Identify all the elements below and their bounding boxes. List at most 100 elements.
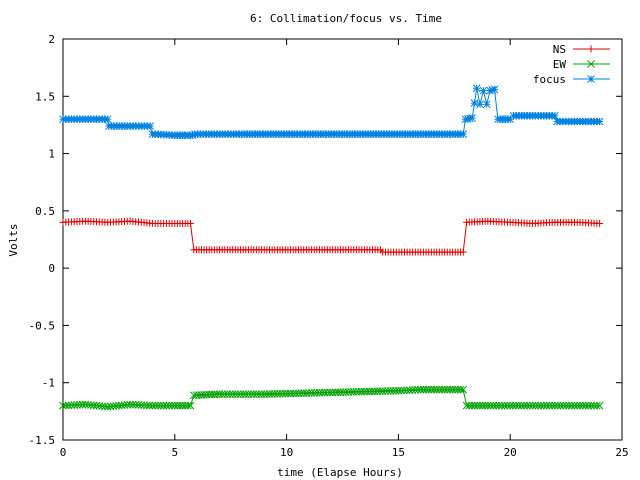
data-point-ew xyxy=(576,401,584,410)
data-point-ew xyxy=(162,401,171,410)
x-tick-label: 10 xyxy=(280,446,293,459)
y-axis-label: Volts xyxy=(7,223,20,256)
data-point-ew xyxy=(570,401,579,410)
data-point-ew xyxy=(537,401,545,410)
data-point-ew xyxy=(590,401,598,410)
data-point-ew xyxy=(592,401,601,410)
data-point-focus xyxy=(459,130,468,138)
data-point-ew xyxy=(539,401,548,410)
data-point-focus xyxy=(146,122,155,130)
data-point-ew xyxy=(459,385,468,394)
data-point-ew xyxy=(148,401,157,410)
legend: NS EW focus xyxy=(533,43,610,86)
data-point-ew xyxy=(145,401,154,410)
y-tick-label: 0.5 xyxy=(35,205,55,218)
data-point-ew xyxy=(528,401,537,410)
x-axis-label: time (Elapse Hours) xyxy=(277,466,403,479)
data-point-ew xyxy=(456,385,465,394)
data-point-ew xyxy=(579,401,587,410)
data-point-ew xyxy=(517,401,526,410)
data-point-focus xyxy=(479,86,488,95)
data-point-ew xyxy=(531,401,540,410)
data-point-ew xyxy=(514,401,523,410)
legend-label-focus: focus xyxy=(533,73,566,86)
data-point-ew xyxy=(545,401,554,410)
data-point-ew xyxy=(511,401,520,410)
data-point-ew xyxy=(584,401,593,410)
x-tick-label: 0 xyxy=(60,446,67,459)
data-point-ew xyxy=(159,401,168,410)
y-axis-ticks: -1.5 -1 -0.5 0 0.5 1 1.5 2 xyxy=(29,33,622,447)
x-tick-label: 25 xyxy=(615,446,628,459)
x-tick-label: 20 xyxy=(504,446,517,459)
y-tick-label: 1.5 xyxy=(35,90,55,103)
series-ns xyxy=(59,217,604,256)
data-point-ew xyxy=(503,401,512,410)
data-point-ew xyxy=(581,401,590,410)
chart-title: 6: Collimation/focus vs. Time xyxy=(250,12,442,25)
data-point-focus xyxy=(470,99,479,108)
data-point-ew xyxy=(534,401,543,410)
legend-label-ew: EW xyxy=(553,58,567,71)
data-point-focus xyxy=(103,115,112,124)
data-point-ew xyxy=(565,401,573,410)
data-point-ew xyxy=(500,401,509,410)
data-point-ew xyxy=(483,401,492,410)
data-point-ew xyxy=(509,401,517,410)
y-tick-label: 2 xyxy=(48,33,55,46)
data-point-ew xyxy=(154,401,162,410)
data-point-ew xyxy=(168,401,176,410)
data-point-focus xyxy=(490,85,499,94)
data-point-ew xyxy=(497,401,506,410)
data-point-ew xyxy=(556,401,565,410)
data-point-ns xyxy=(186,219,194,227)
data-point-ew xyxy=(562,401,570,410)
data-point-ew xyxy=(492,401,501,410)
data-point-ew xyxy=(495,401,503,410)
y-tick-label: 1 xyxy=(48,148,55,161)
data-point-ew xyxy=(548,401,556,410)
y-tick-label: -1 xyxy=(42,377,55,390)
data-point-ew xyxy=(551,401,559,410)
data-point-ew xyxy=(567,401,576,410)
data-point-ns xyxy=(459,248,467,256)
data-point-ew xyxy=(587,401,596,410)
data-point-focus xyxy=(482,100,491,109)
data-point-ew xyxy=(481,401,490,410)
legend-marker-ew xyxy=(587,60,595,68)
data-point-focus xyxy=(468,114,477,122)
y-tick-label: -0.5 xyxy=(29,319,56,332)
x-axis-ticks: 0 5 10 15 20 25 xyxy=(60,39,629,459)
y-tick-label: 0 xyxy=(48,262,55,275)
data-point-ew xyxy=(520,401,529,410)
data-point-ew xyxy=(542,401,551,410)
data-point-ew xyxy=(101,402,109,411)
data-point-ew xyxy=(186,401,195,410)
data-point-focus xyxy=(472,84,481,93)
x-tick-label: 15 xyxy=(392,446,405,459)
legend-marker-focus xyxy=(587,75,595,83)
data-point-ew xyxy=(156,401,165,410)
data-point-ew xyxy=(151,401,160,410)
data-point-ew xyxy=(559,401,568,410)
data-point-ew xyxy=(525,401,534,410)
data-point-ew xyxy=(595,401,604,410)
data-point-ew xyxy=(489,401,498,410)
data-point-ns xyxy=(596,219,604,227)
series-line-ns xyxy=(62,220,600,253)
data-point-focus xyxy=(595,117,604,126)
data-point-ew xyxy=(183,401,192,410)
data-point-ew xyxy=(523,401,531,410)
y-tick-label: -1.5 xyxy=(29,434,56,447)
data-point-ew xyxy=(553,401,562,410)
series-focus xyxy=(59,84,604,140)
data-point-focus xyxy=(476,100,484,109)
data-point-ew xyxy=(506,401,515,410)
data-point-ew xyxy=(486,401,495,410)
series-ew xyxy=(59,385,604,411)
data-point-ew xyxy=(78,400,87,409)
legend-label-ns: NS xyxy=(553,43,566,56)
data-point-ew xyxy=(123,400,132,409)
data-point-ew xyxy=(573,401,582,410)
